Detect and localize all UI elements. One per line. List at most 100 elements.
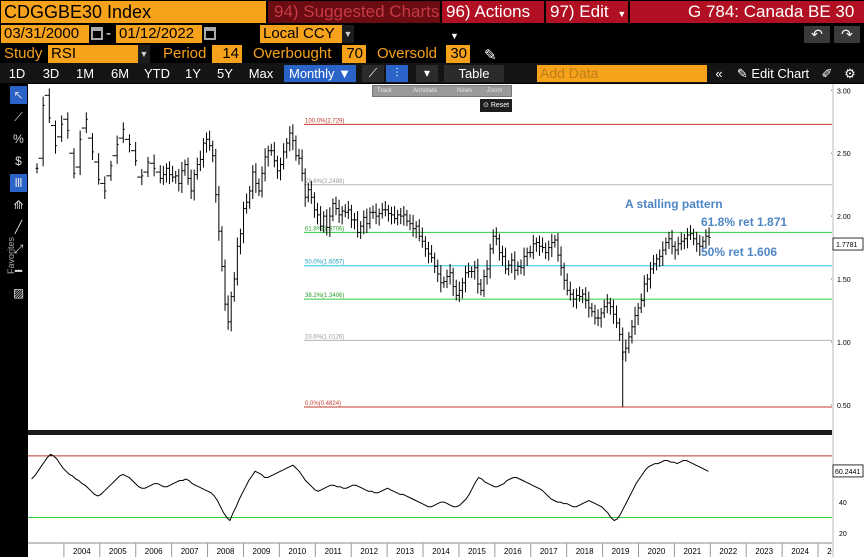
study-label: Study	[4, 45, 42, 63]
range-ytd[interactable]: YTD	[142, 65, 172, 82]
x-tick-label: 2021	[683, 547, 701, 556]
x-tick-label: 2024	[791, 547, 809, 556]
pattern-tool-icon[interactable]: ▨	[10, 284, 27, 302]
range-max[interactable]: Max	[246, 65, 276, 82]
annotation-text: 50% ret 1.606	[701, 245, 777, 259]
range-5y[interactable]: 5Y	[212, 65, 238, 82]
value-axis: 3.002.502.001.501.000.501.778160402060.2…	[832, 84, 864, 557]
page-title: G 784: Canada BE 30	[630, 1, 864, 23]
x-tick-label: 2019	[612, 547, 630, 556]
study-bar: Study RSI ▼ Period 14 Overbought 70 Over…	[0, 44, 864, 64]
calendar-icon[interactable]	[91, 27, 103, 40]
fibonacci-tool-icon[interactable]: Ⅲ	[10, 174, 27, 192]
frequency-select[interactable]: Monthly ▼	[284, 65, 356, 82]
table-button[interactable]: Table	[444, 65, 504, 82]
overbought-label: Overbought	[253, 45, 331, 63]
edit-chart-button[interactable]: ✎ Edit Chart	[732, 65, 814, 82]
edit-label: 97) Edit	[550, 2, 609, 21]
price-chart[interactable]: 100.0%(2.729) 78.6%(2.2489) 61.8%(1.8706) 5…	[28, 84, 836, 430]
chevron-down-icon: ▼	[617, 9, 626, 19]
y-tick-label: 2.50	[837, 151, 851, 158]
ray-tool-icon[interactable]: ╱	[10, 218, 27, 236]
x-tick-label: 2018	[576, 547, 594, 556]
last-price-label: 1.7781	[836, 242, 858, 249]
oversold-field[interactable]: 30	[446, 45, 470, 63]
fib-level-label: 23.6%(1.0126)	[305, 334, 344, 340]
range-1y[interactable]: 1Y	[180, 65, 206, 82]
fib-level-label: 50.0%(1.6057)	[305, 260, 344, 266]
line-tool-icon[interactable]: ⟋	[10, 108, 27, 126]
channel-tool-icon[interactable]: ⟰	[10, 196, 27, 214]
percent-tool-icon[interactable]: %	[10, 130, 27, 148]
chart-toolbar: 1D 3D 1M 6M YTD 1Y 5Y Max Monthly ▼ ⟋ ⫶ …	[0, 63, 864, 83]
end-date-field[interactable]: 01/12/2022	[116, 25, 202, 43]
chart-overlay-controls: Track Annotate News Zoom	[372, 85, 512, 97]
edit-icon[interactable]: ✐	[818, 65, 836, 82]
collapse-icon[interactable]: «	[710, 65, 728, 82]
y-tick-label: 0.50	[837, 403, 851, 410]
rsi-line	[32, 454, 709, 520]
range-1m[interactable]: 1M	[72, 65, 98, 82]
chart-area[interactable]: 100.0%(2.729) 78.6%(2.2489) 61.8%(1.8706) 5…	[28, 84, 836, 557]
chevron-down-icon[interactable]: ▼	[138, 45, 150, 63]
x-tick-label: 2015	[468, 547, 486, 556]
calendar-icon[interactable]	[204, 27, 216, 40]
study-select[interactable]: RSI	[48, 45, 138, 63]
period-field[interactable]: 14	[212, 45, 242, 63]
title-bar: CDGGBE30 Index 94) Suggested Charts 96) …	[0, 0, 864, 24]
suggested-charts-button[interactable]: 94) Suggested Charts	[268, 1, 440, 23]
annotation-text: A stalling pattern	[625, 197, 723, 211]
drawing-toolbar: ↖ ⟋ % $ Ⅲ ⟰ ╱ ⤢ ━ ▨ Favorites	[8, 84, 28, 312]
reset-label: Reset	[491, 102, 509, 109]
y-tick-label: 1.00	[837, 340, 851, 347]
x-tick-label: 2006	[145, 547, 163, 556]
chevron-down-icon[interactable]: ▼	[342, 25, 354, 43]
x-tick-label: 2016	[504, 547, 522, 556]
pointer-icon[interactable]: ↖	[10, 86, 27, 104]
x-tick-label: 2022	[719, 547, 737, 556]
favorites-label: Favorites	[6, 237, 16, 274]
x-tick-label: 2004	[73, 547, 91, 556]
actions-menu-button[interactable]: 96) Actions ▼	[442, 1, 544, 23]
date-separator: -	[106, 25, 111, 42]
fib-level-label: 0.0%(0.4824)	[305, 401, 341, 407]
x-tick-label: 2013	[396, 547, 414, 556]
start-date-field[interactable]: 03/31/2000	[1, 25, 89, 43]
line-chart-icon[interactable]: ⟋	[362, 65, 384, 82]
reset-icon: ⊙	[483, 102, 489, 109]
y-tick-label: 2.00	[837, 214, 851, 221]
period-label: Period	[163, 45, 206, 63]
rsi-tick-label: 20	[839, 531, 847, 538]
overbought-field[interactable]: 70	[342, 45, 366, 63]
x-tick-label: 2008	[217, 547, 235, 556]
rsi-chart[interactable]: 2004 2005 2006 2007 2008 2009 2010 2011 2012 2013…	[28, 435, 836, 557]
add-data-input[interactable]: Add Data	[537, 65, 707, 82]
actions-label: 96) Actions	[446, 2, 530, 21]
range-1d[interactable]: 1D	[4, 65, 30, 82]
rsi-last-label: 60.2441	[835, 469, 860, 476]
chevron-down-icon[interactable]: ▾	[416, 65, 438, 82]
x-tick-label: 2005	[109, 547, 127, 556]
edit-chart-label: Edit Chart	[751, 66, 809, 81]
range-3d[interactable]: 3D	[38, 65, 64, 82]
range-6m[interactable]: 6M	[106, 65, 134, 82]
x-tick-label: 2009	[253, 547, 271, 556]
annotate-button[interactable]: Annotate	[413, 86, 437, 97]
zoom-button[interactable]: Zoom	[487, 86, 502, 97]
dollar-tool-icon[interactable]: $	[10, 152, 27, 170]
track-button[interactable]: Track	[377, 86, 392, 97]
pencil-icon[interactable]: ✎	[484, 46, 497, 64]
edit-menu-button[interactable]: 97) Edit ▼	[546, 1, 628, 23]
bar-chart-icon[interactable]: ⫶	[386, 65, 408, 82]
reset-button[interactable]: ⊙ Reset	[480, 99, 512, 112]
undo-button[interactable]: ↶	[804, 26, 830, 43]
redo-button[interactable]: ↷	[834, 26, 860, 43]
x-tick-label: 2020	[648, 547, 666, 556]
currency-select[interactable]: Local CCY	[260, 25, 342, 43]
fib-level-label: 38.2%(1.3406)	[305, 293, 344, 299]
x-tick-label: 2007	[181, 547, 199, 556]
news-button[interactable]: News	[457, 86, 472, 97]
fib-level-label: 61.8%(1.8706)	[305, 226, 344, 232]
ticker-field[interactable]: CDGGBE30 Index	[1, 1, 266, 23]
gear-icon[interactable]: ⚙	[840, 65, 860, 82]
